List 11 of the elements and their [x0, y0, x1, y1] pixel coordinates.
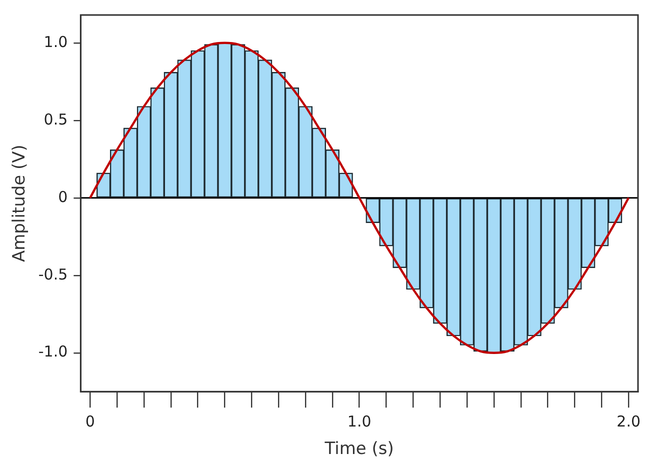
y-tick-label: 0.5	[44, 110, 68, 128]
x-axis-title: Time (s)	[324, 439, 394, 460]
y-tick-label: 1.0	[44, 32, 68, 51]
y-tick-label: -1.0	[38, 342, 68, 361]
x-tick-label: 1.0	[347, 412, 372, 430]
x-tick-label: 0	[85, 412, 95, 430]
y-tick-label: 0	[58, 188, 68, 206]
y-axis-title: Amplitude (V)	[10, 144, 30, 262]
x-tick-label: 2.0	[616, 412, 641, 430]
y-tick-label: -0.5	[38, 265, 68, 284]
line-series	[88, 42, 630, 354]
